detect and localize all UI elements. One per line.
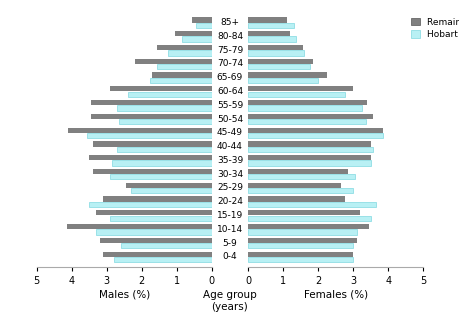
Bar [91,100,211,105]
Bar [117,147,211,152]
Bar [248,114,372,119]
Bar [248,105,361,110]
Bar [248,174,354,179]
Bar [248,72,326,78]
Bar [110,86,211,91]
Bar [93,169,211,174]
Text: 75-79: 75-79 [216,46,243,55]
Bar [248,17,286,22]
Bar [67,224,211,229]
Bar [248,202,375,207]
Bar [112,161,211,166]
Bar [248,127,382,133]
Text: 10-14: 10-14 [217,225,242,234]
Bar [248,119,365,124]
Bar [157,64,211,69]
Bar [89,202,211,207]
Bar [248,238,356,243]
Bar [168,50,211,56]
Bar [174,31,211,36]
Bar [248,36,295,42]
Bar [248,169,347,174]
Bar [248,86,353,91]
Text: 60-64: 60-64 [217,87,242,96]
Text: 35-39: 35-39 [216,156,243,165]
Bar [196,23,211,28]
Text: 70-74: 70-74 [217,59,242,69]
Bar [248,147,372,152]
Bar [100,238,211,243]
Text: 85+: 85+ [220,18,239,27]
Bar [248,224,368,229]
Bar [248,243,353,248]
Text: 15-19: 15-19 [216,211,243,220]
Bar [248,252,353,257]
Bar [248,210,359,215]
Bar [248,257,353,262]
Text: 80-84: 80-84 [217,32,242,41]
Bar [131,188,211,193]
Bar [110,215,211,221]
Bar [248,196,344,202]
Bar [113,257,211,262]
Bar [248,229,356,235]
Text: 5-9: 5-9 [222,239,237,248]
Text: 30-34: 30-34 [217,170,242,179]
Bar [248,161,370,166]
Bar [248,155,370,160]
Bar [103,252,211,257]
Bar [134,59,211,64]
Text: 20-24: 20-24 [217,197,242,206]
Bar [150,78,211,83]
Bar [248,31,290,36]
Bar [248,50,304,56]
Bar [248,59,313,64]
Bar [96,210,211,215]
Bar [96,229,211,235]
Bar [103,196,211,202]
Bar [248,78,318,83]
Bar [248,64,309,69]
Bar [248,215,370,221]
Bar [126,183,211,188]
Bar [248,133,382,138]
Bar [110,174,211,179]
Bar [87,133,211,138]
Bar [248,188,353,193]
Text: 55-59: 55-59 [216,101,243,110]
Text: 25-29: 25-29 [217,184,242,192]
Bar [120,243,211,248]
Bar [248,141,370,147]
Bar [91,114,211,119]
Bar [93,141,211,147]
Text: 40-44: 40-44 [217,142,242,151]
Bar [119,119,211,124]
Text: Age group
(years): Age group (years) [203,291,256,312]
Bar [152,72,211,78]
Bar [248,92,344,97]
Text: 65-69: 65-69 [216,73,243,82]
Bar [117,105,211,110]
Bar [248,45,302,50]
X-axis label: Females (%): Females (%) [303,290,367,300]
Bar [192,17,211,22]
X-axis label: Males (%): Males (%) [98,290,150,300]
Bar [181,36,211,42]
Bar [128,92,211,97]
Text: 45-49: 45-49 [217,128,242,137]
Bar [248,100,366,105]
Bar [248,23,293,28]
Bar [68,127,211,133]
Bar [89,155,211,160]
Bar [248,183,340,188]
Legend: Remainder of State, Hobart SD: Remainder of State, Hobart SD [410,18,459,39]
Text: 0-4: 0-4 [222,252,237,261]
Text: 50-54: 50-54 [217,115,242,124]
Bar [157,45,211,50]
